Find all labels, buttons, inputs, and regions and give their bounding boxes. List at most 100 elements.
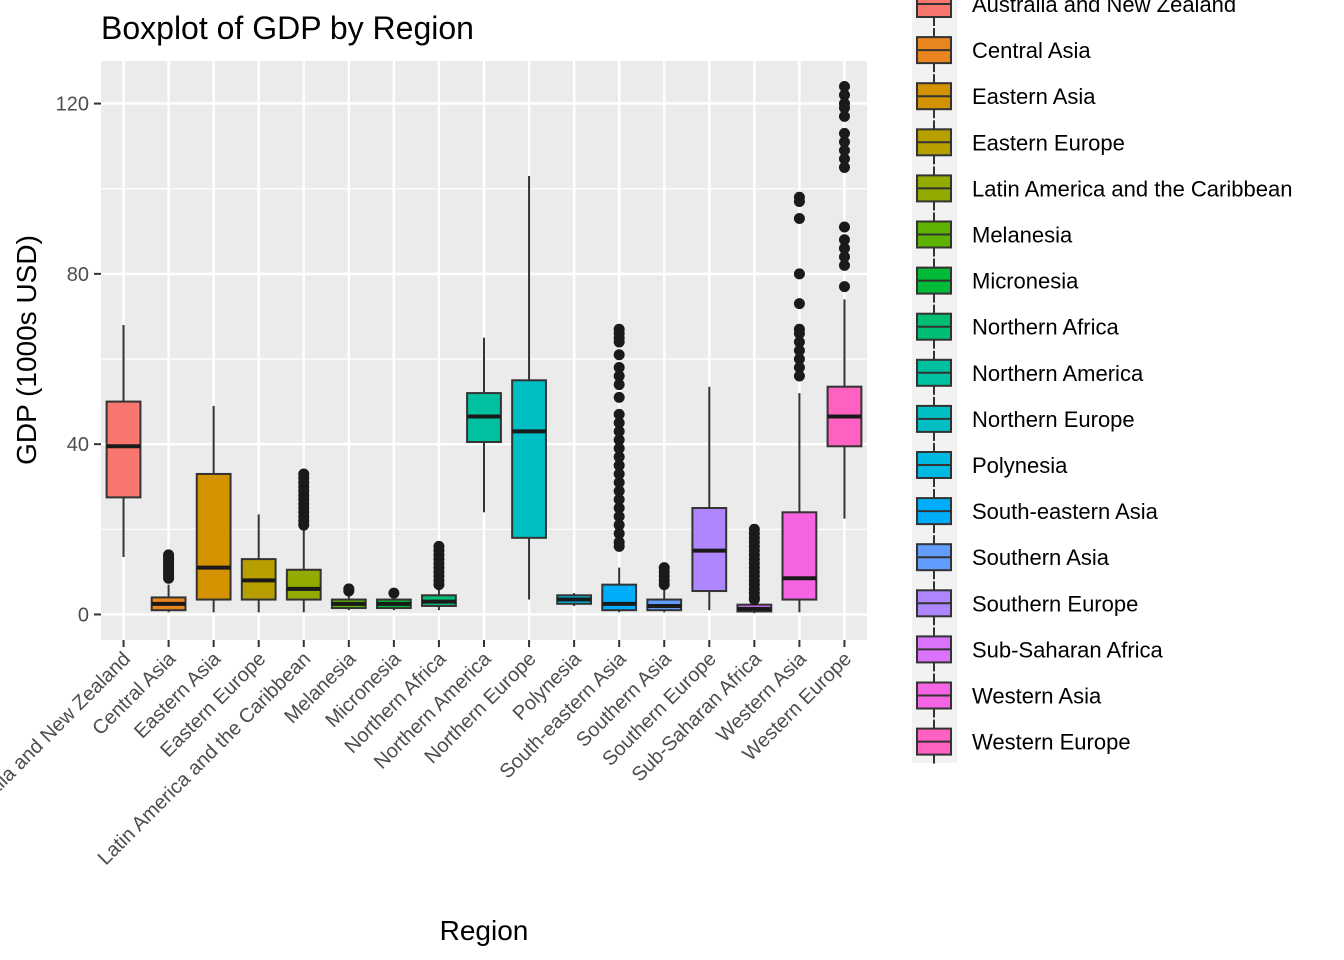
legend-label: Sub-Saharan Africa — [972, 637, 1164, 662]
outlier-point — [613, 442, 625, 454]
box-southern-europe — [691, 386, 728, 611]
box-southern-asia — [646, 562, 683, 613]
box-latin-america-and-the-caribbean — [285, 468, 322, 613]
outlier-point — [838, 161, 850, 173]
box-body — [511, 379, 547, 539]
box-sub-saharan-africa — [736, 523, 773, 614]
outlier-point — [793, 191, 805, 203]
outlier-point — [748, 523, 760, 535]
box-northern-america — [466, 337, 502, 513]
legend-item-western-asia: Western Asia — [916, 673, 1102, 718]
legend-label: Eastern Asia — [972, 84, 1096, 109]
legend-item-sub-saharan-africa: Sub-Saharan Africa — [916, 627, 1164, 672]
outlier-point — [793, 345, 805, 356]
outlier-point — [793, 268, 805, 280]
outlier-point — [613, 425, 625, 437]
outlier-point — [793, 213, 805, 225]
outlier-point — [613, 434, 625, 446]
box-northern-africa — [421, 540, 457, 611]
box-body — [601, 583, 638, 612]
legend-item-northern-america: Northern America — [916, 350, 1144, 395]
outlier-point — [793, 370, 805, 382]
legend-label: Eastern Europe — [972, 130, 1125, 155]
box-body — [781, 511, 818, 601]
box-polynesia — [556, 593, 593, 606]
box-micronesia — [375, 587, 412, 611]
y-axis-title: GDP (1000s USD) — [11, 235, 42, 465]
legend-label: Micronesia — [972, 269, 1079, 294]
legend-key — [916, 0, 952, 18]
box-south-eastern-asia — [601, 323, 638, 613]
outlier-point — [838, 221, 850, 233]
legend-item-western-europe: Western Europe — [916, 719, 1131, 764]
outlier-point — [838, 127, 850, 139]
outlier-point — [433, 540, 445, 552]
legend-item-polynesia: Polynesia — [916, 443, 1068, 487]
outlier-point — [388, 587, 400, 599]
outlier-point — [613, 494, 625, 506]
outlier-point — [613, 536, 625, 548]
y-tick-label: 80 — [67, 264, 89, 286]
outlier-point — [658, 562, 670, 574]
legend-label: Melanesia — [972, 223, 1073, 248]
legend-item-central-asia: Central Asia — [916, 28, 1091, 73]
outlier-point — [838, 98, 850, 110]
legend-item-eastern-europe: Eastern Europe — [916, 120, 1125, 165]
outlier-point — [793, 336, 805, 348]
box-eastern-europe — [240, 514, 277, 613]
outlier-point — [613, 391, 625, 403]
legend: Australia and New Zealand Central Asia Eas… — [916, 0, 1292, 764]
outlier-point — [838, 251, 850, 263]
box-central-asia — [150, 549, 187, 613]
outlier-point — [838, 259, 850, 271]
box-body — [105, 400, 142, 499]
outlier-point — [343, 583, 355, 595]
outlier-point — [838, 242, 850, 254]
outlier-point — [838, 89, 850, 101]
outlier-point — [838, 110, 850, 122]
outlier-point — [793, 298, 805, 310]
outlier-point — [793, 362, 805, 374]
y-tick-label: 0 — [78, 604, 89, 626]
outlier-point — [613, 459, 625, 471]
legend-label: South-eastern Asia — [972, 499, 1159, 524]
legend-label: Western Asia — [972, 684, 1102, 709]
y-tick-label: 40 — [67, 434, 89, 456]
outlier-point — [613, 485, 625, 497]
legend-item-micronesia: Micronesia — [916, 258, 1079, 303]
legend-item-southern-asia: Southern Asia — [916, 535, 1110, 580]
legend-label: Southern Asia — [972, 545, 1110, 570]
legend-item-northern-africa: Northern Africa — [916, 304, 1119, 349]
outlier-point — [838, 234, 850, 246]
box-melanesia — [330, 583, 367, 611]
legend-label: Polynesia — [972, 453, 1068, 478]
legend-label: Australia and New Zealand — [972, 0, 1236, 17]
outlier-point — [793, 323, 805, 335]
outlier-point — [613, 379, 625, 391]
legend-item-latin-america-and-the-caribbean: Latin America and the Caribbean — [916, 166, 1292, 211]
box-australia-and-new-zealand — [105, 324, 142, 557]
outlier-point — [838, 144, 850, 156]
legend-label: Western Europe — [972, 730, 1131, 755]
legend-label: Northern Africa — [972, 315, 1119, 340]
outlier-point — [613, 451, 625, 463]
outlier-point — [613, 519, 625, 531]
legend-item-melanesia: Melanesia — [916, 212, 1073, 257]
outlier-point — [613, 408, 625, 420]
outlier-point — [613, 528, 625, 540]
legend-item-eastern-asia: Eastern Asia — [916, 74, 1096, 119]
box-western-asia — [781, 191, 818, 613]
outlier-point — [613, 511, 625, 523]
x-axis-title: Region — [440, 915, 529, 946]
chart-title: Boxplot of GDP by Region — [101, 10, 474, 46]
outlier-point — [613, 323, 625, 335]
box-northern-europe — [511, 175, 547, 600]
outlier-point — [613, 417, 625, 429]
box-group — [105, 81, 863, 614]
legend-item-south-eastern-asia: South-eastern Asia — [916, 489, 1159, 534]
legend-label: Northern America — [972, 361, 1144, 386]
y-tick-label: 120 — [56, 94, 89, 116]
y-axis: 0 40 80 120 — [56, 94, 101, 626]
